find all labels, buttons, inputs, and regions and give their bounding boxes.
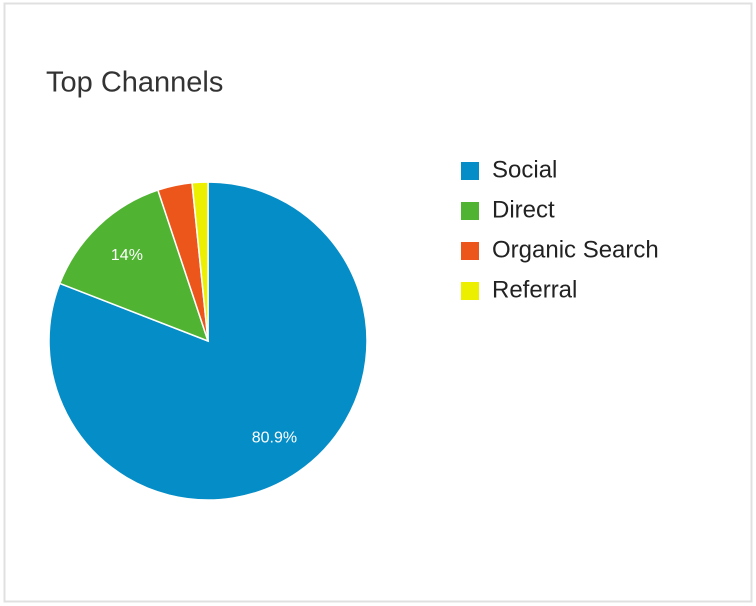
- legend-label: Organic Search: [492, 236, 659, 263]
- legend-label: Referral: [492, 276, 577, 303]
- slice-label: 80.9%: [252, 429, 297, 446]
- legend-swatch: [461, 202, 479, 220]
- legend-swatch: [461, 282, 479, 300]
- legend-label: Social: [492, 156, 557, 183]
- legend-label: Direct: [492, 196, 555, 223]
- legend-swatch: [461, 162, 479, 180]
- chart-title: Top Channels: [46, 67, 223, 99]
- slice-label: 14%: [111, 247, 143, 264]
- legend-swatch: [461, 242, 479, 260]
- pie-slice: [58, 189, 210, 343]
- pie-slice: [191, 181, 209, 342]
